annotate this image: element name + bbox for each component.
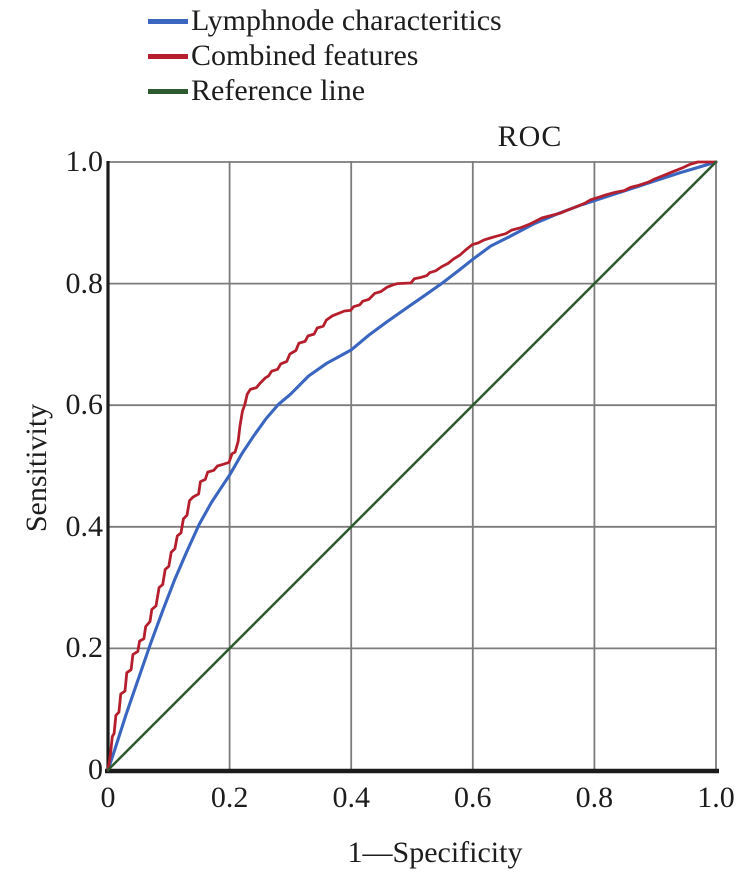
y-axis-tick-label: 0.2 <box>65 631 104 665</box>
x-axis-tick-label: 0.2 <box>210 781 249 814</box>
legend-line-reference-swatch <box>148 88 188 94</box>
legend-label-lymphnode: Lymphnode characteritics <box>191 4 502 37</box>
y-axis-tick-label: 0.4 <box>65 509 104 543</box>
legend-item-reference: Reference line <box>148 74 365 108</box>
roc-curve-combined <box>106 160 718 772</box>
x-axis-title: 1—Specificity <box>347 836 523 869</box>
chart-title: ROC <box>497 120 563 153</box>
legend-label-reference: Reference line <box>191 74 366 107</box>
legend-item-lymphnode: Lymphnode characteritics <box>148 4 502 38</box>
legend-line-combined-swatch <box>148 53 188 59</box>
x-axis-tick-label: 0 <box>100 781 116 814</box>
x-axis-tick-label: 0.8 <box>575 781 614 814</box>
y-axis-tick-label: 1.0 <box>65 145 104 178</box>
legend-item-combined: Combined features <box>148 39 418 73</box>
legend-line-lymphnode-swatch <box>148 18 188 24</box>
y-axis-tick-label: 0.6 <box>65 388 104 422</box>
y-axis-tick-label: 0 <box>88 753 103 786</box>
y-axis-tick-label: 0.8 <box>65 266 104 300</box>
x-axis-tick-label: 1.0 <box>697 781 735 814</box>
reference-line <box>106 160 718 772</box>
legend-label-combined: Combined features <box>191 39 419 72</box>
x-axis-tick-label: 0.6 <box>454 781 492 814</box>
x-axis-tick-label: 0.4 <box>332 781 370 814</box>
